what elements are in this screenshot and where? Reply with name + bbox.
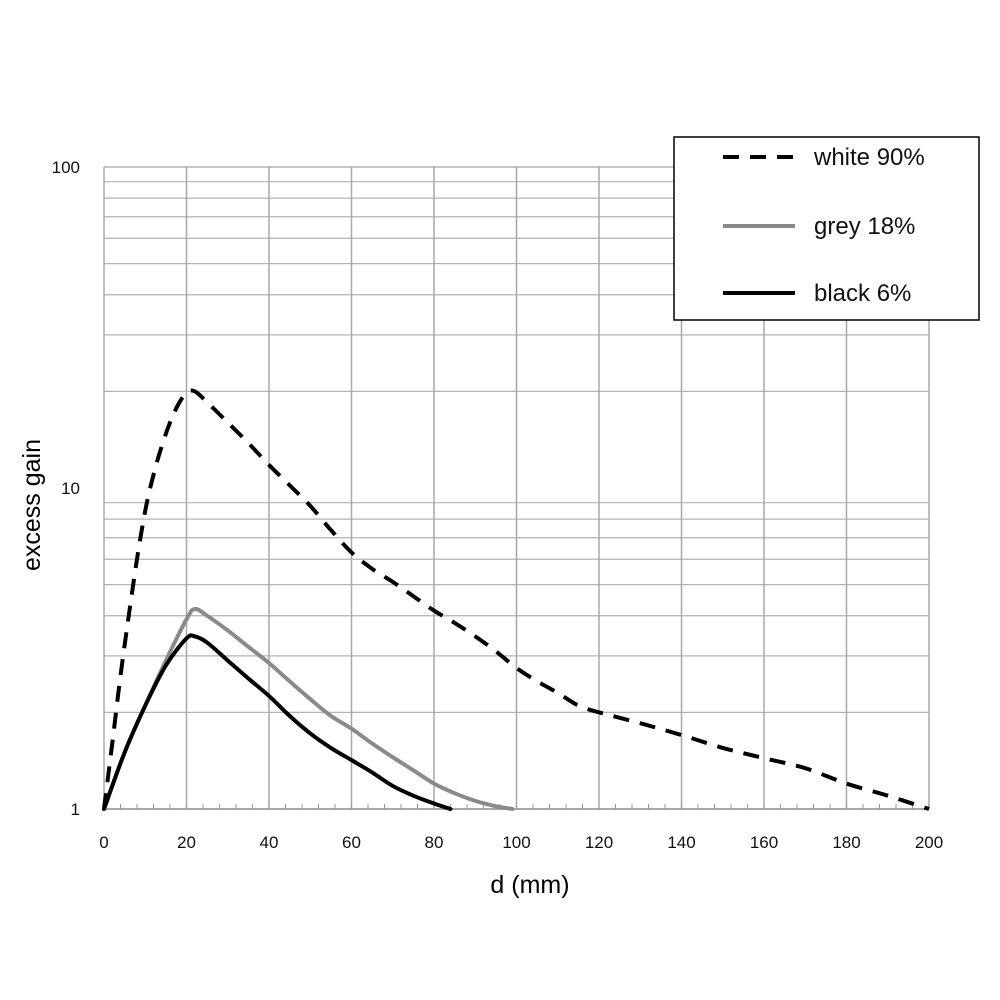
series-line-2 bbox=[102, 633, 453, 811]
x-tick-label: 40 bbox=[260, 833, 279, 852]
legend-label: white 90% bbox=[813, 144, 925, 171]
x-tick-label: 20 bbox=[177, 833, 196, 852]
x-tick-label: 160 bbox=[750, 833, 778, 852]
series-lines bbox=[102, 388, 930, 811]
x-tick-label: 140 bbox=[667, 833, 695, 852]
series-line-1 bbox=[102, 606, 515, 811]
y-tick-label: 1 bbox=[71, 800, 80, 819]
x-tick-label: 120 bbox=[585, 833, 613, 852]
tick-labels: 0 20 40 60 80 100 120 140 160 180 200 1 10 100 bbox=[52, 158, 944, 852]
y-axis-title: excess gain bbox=[18, 439, 46, 571]
legend-label: grey 18% bbox=[814, 213, 915, 240]
y-tick-label: 100 bbox=[52, 158, 80, 177]
x-axis-title: d (mm) bbox=[490, 871, 569, 899]
x-tick-label: 100 bbox=[502, 833, 530, 852]
x-tick-label: 80 bbox=[425, 833, 444, 852]
legend: white 90% grey 18% black 6% bbox=[673, 136, 980, 321]
legend-label: black 6% bbox=[814, 280, 911, 307]
x-tick-label: 200 bbox=[915, 833, 943, 852]
x-tick-label: 0 bbox=[99, 833, 108, 852]
legend-box bbox=[673, 136, 980, 321]
x-tick-label: 60 bbox=[342, 833, 361, 852]
x-tick-label: 180 bbox=[832, 833, 860, 852]
y-tick-label: 10 bbox=[61, 479, 80, 498]
